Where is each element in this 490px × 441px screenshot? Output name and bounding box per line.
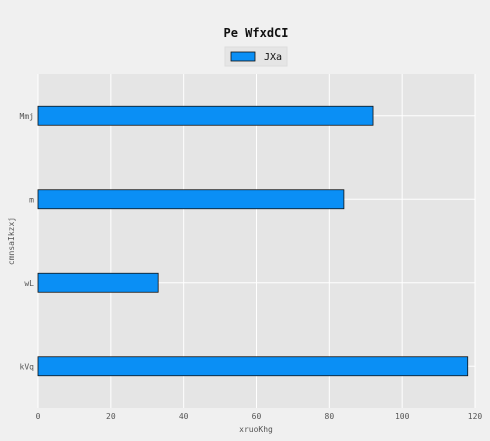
x-tick-label: 80 — [325, 412, 335, 421]
y-tick-label: kVq — [20, 362, 35, 371]
bars — [37, 105, 469, 377]
x-tick-label: 100 — [395, 412, 410, 421]
y-axis-label: cmnsaIkzxj — [7, 217, 16, 265]
x-tick-label: 60 — [252, 412, 262, 421]
bar-Mmj — [37, 105, 374, 126]
bar-wL — [37, 272, 159, 293]
bar-kVq — [37, 356, 469, 377]
x-tick-label: 120 — [468, 412, 483, 421]
legend-label: JXa — [264, 52, 282, 63]
legend-swatch — [230, 51, 256, 62]
y-tick-label: wL — [24, 279, 34, 288]
x-axis-ticks: 0 20 40 60 80 100 120 — [36, 412, 483, 421]
x-axis-label: xruoKhg — [239, 425, 273, 434]
y-tick-label: Mmj — [20, 112, 34, 121]
y-tick-label: m — [29, 195, 34, 204]
chart-title: Pe WfxdCI — [223, 26, 288, 40]
x-tick-label: 20 — [106, 412, 116, 421]
y-axis-ticks: kVq wL m Mmj — [20, 112, 35, 372]
bar-m — [37, 189, 345, 210]
legend: JXa — [224, 46, 288, 67]
x-tick-label: 0 — [36, 412, 41, 421]
x-tick-label: 40 — [179, 412, 189, 421]
